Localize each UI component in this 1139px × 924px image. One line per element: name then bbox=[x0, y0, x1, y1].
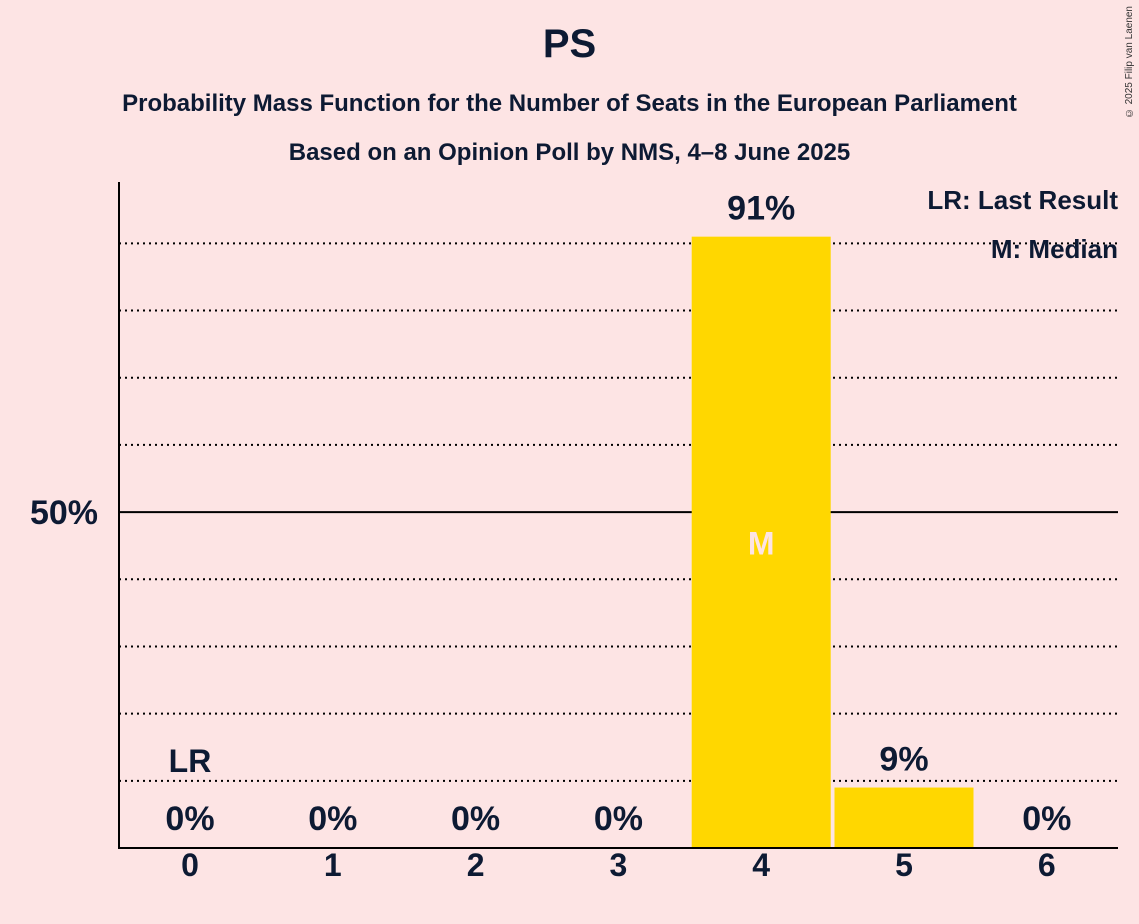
chart-subtitle-source: Based on an Opinion Poll by NMS, 4–8 Jun… bbox=[288, 139, 851, 166]
value-label: 0% bbox=[308, 800, 357, 838]
legend-entry: M: Median bbox=[991, 234, 1118, 264]
x-tick-label: 0 bbox=[181, 847, 199, 883]
chart-subtitle: Probability Mass Function for the Number… bbox=[122, 90, 1017, 117]
x-tick-label: 5 bbox=[895, 847, 913, 883]
value-label: 0% bbox=[1022, 800, 1071, 838]
legend-entry: LR: Last Result bbox=[927, 185, 1118, 215]
value-label: 0% bbox=[451, 800, 500, 838]
bar-5 bbox=[834, 787, 974, 848]
x-tick-label: 1 bbox=[324, 847, 342, 883]
last-result-marker: LR bbox=[169, 743, 212, 779]
x-tick-label: 6 bbox=[1038, 847, 1056, 883]
x-tick-label: 4 bbox=[752, 847, 770, 883]
x-tick-label: 3 bbox=[610, 847, 628, 883]
median-marker: M bbox=[748, 525, 775, 561]
value-label: 9% bbox=[879, 741, 928, 779]
chart-title: PS bbox=[542, 22, 597, 66]
value-label: 0% bbox=[165, 800, 214, 838]
value-label: 0% bbox=[594, 800, 643, 838]
y-tick-label: 50% bbox=[30, 494, 98, 532]
x-tick-label: 2 bbox=[467, 847, 485, 883]
bar-4 bbox=[691, 236, 831, 849]
value-label: 91% bbox=[727, 190, 795, 228]
